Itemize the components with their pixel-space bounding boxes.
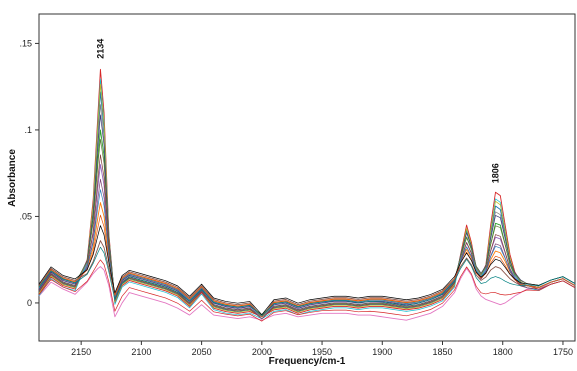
y-axis: 0 .05 .1 .15 <box>19 38 39 308</box>
x-axis: 2150 2100 2050 2000 1950 1900 1850 1800 1750 <box>71 341 573 357</box>
y-tick-label: 0 <box>27 298 32 308</box>
y-axis-title: Absorbance <box>7 149 18 207</box>
spectrum-line <box>38 225 576 316</box>
spectrum-line <box>38 259 576 322</box>
y-tick-label: .05 <box>19 211 32 221</box>
x-tick-label: 1900 <box>372 347 392 357</box>
peak-annotation: 1806 <box>491 163 501 183</box>
x-tick-label: 1750 <box>553 347 573 357</box>
x-tick-label: 2100 <box>131 347 151 357</box>
spectra-series <box>38 68 576 322</box>
y-tick-label: .15 <box>19 38 32 48</box>
x-tick-label: 2050 <box>192 347 212 357</box>
y-tick-label: .1 <box>24 125 32 135</box>
x-tick-label: 2000 <box>252 347 272 357</box>
x-tick-label: 1850 <box>432 347 452 357</box>
x-tick-label: 2150 <box>71 347 91 357</box>
x-axis-title: Frequency/cm-1 <box>269 356 346 367</box>
x-tick-label: 1950 <box>312 347 332 357</box>
spectrum-line <box>38 246 576 317</box>
peak-annotation: 2134 <box>95 39 105 59</box>
plot-area <box>38 13 576 342</box>
peak-annotations: 2134 1806 <box>95 39 500 184</box>
x-tick-label: 1800 <box>493 347 513 357</box>
spectrum-line <box>38 240 576 318</box>
spectrum-line <box>38 266 576 321</box>
